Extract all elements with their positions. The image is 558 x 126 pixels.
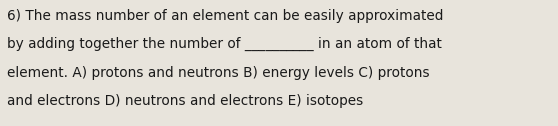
Text: 6) The mass number of an element can be easily approximated: 6) The mass number of an element can be …	[7, 9, 443, 23]
Text: element. A) protons and neutrons B) energy levels C) protons: element. A) protons and neutrons B) ener…	[7, 66, 429, 80]
Text: and electrons D) neutrons and electrons E) isotopes: and electrons D) neutrons and electrons …	[7, 94, 363, 108]
Text: by adding together the number of __________ in an atom of that: by adding together the number of _______…	[7, 37, 441, 51]
